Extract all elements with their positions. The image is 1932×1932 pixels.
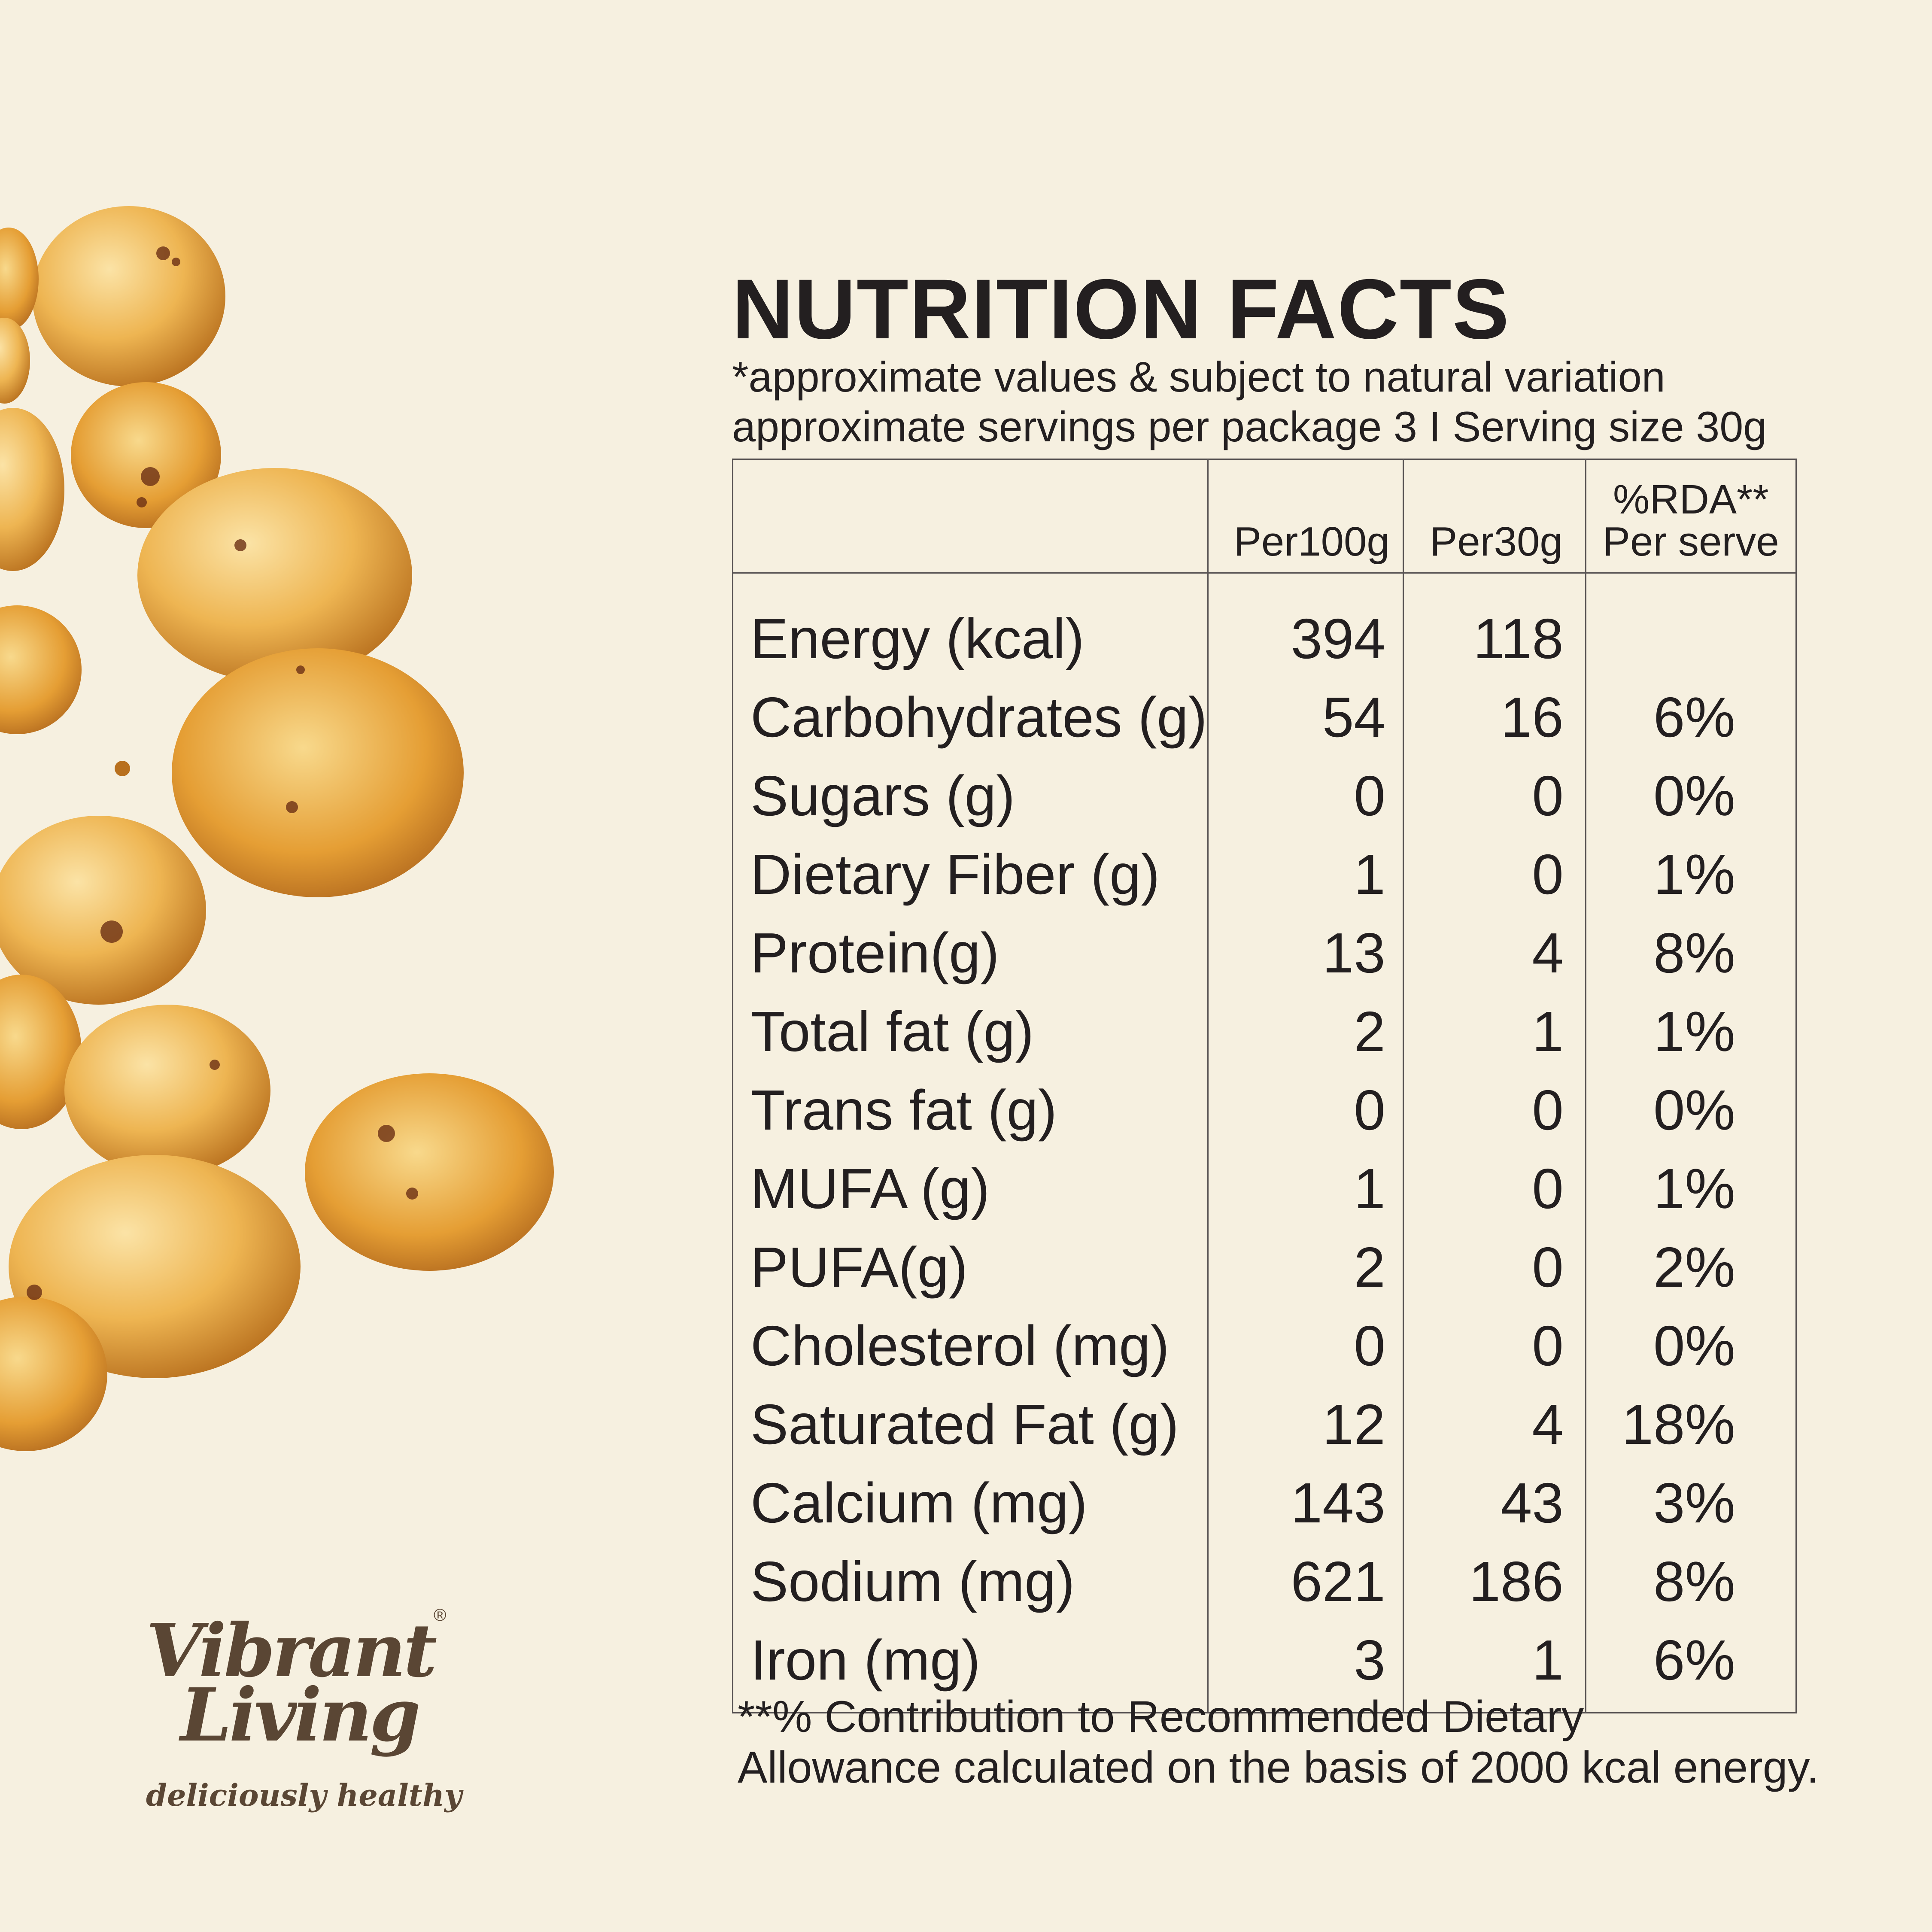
value-rda: 8% xyxy=(1585,1542,1797,1621)
nutrient-label: Cholesterol (mg) xyxy=(732,1306,1209,1385)
value-per100g: 13 xyxy=(1207,914,1404,992)
header-rda-line2: Per serve xyxy=(1602,519,1779,565)
nutrient-label: Saturated Fat (g) xyxy=(732,1385,1209,1464)
table-row: Trans fat (g) 0 0 0% xyxy=(732,1071,1797,1149)
value-rda: 0% xyxy=(1585,1071,1797,1149)
nutrient-label: MUFA (g) xyxy=(732,1149,1209,1228)
table-row: Calcium (mg) 143 43 3% xyxy=(732,1464,1797,1542)
value-per30g: 1 xyxy=(1402,992,1586,1071)
value-rda: 6% xyxy=(1585,1621,1797,1713)
table-row: PUFA(g) 2 0 2% xyxy=(732,1228,1797,1306)
value-per30g: 1 xyxy=(1402,1621,1586,1713)
table-row: Protein(g) 13 4 8% xyxy=(732,914,1797,992)
header-per100g: Per100g xyxy=(1207,459,1404,574)
value-per30g: 43 xyxy=(1402,1464,1586,1542)
nutrient-label: Energy (kcal) xyxy=(732,573,1209,678)
value-rda: 6% xyxy=(1585,678,1797,756)
table-row: Cholesterol (mg) 0 0 0% xyxy=(732,1306,1797,1385)
table-row: MUFA (g) 1 0 1% xyxy=(732,1149,1797,1228)
table-row: Energy (kcal) 394 118 xyxy=(732,573,1797,678)
footnote-line1: **% Contribution to Recommended Dietary xyxy=(738,1692,1584,1742)
value-rda: 1% xyxy=(1585,835,1797,914)
table-row: Iron (mg) 3 1 6% xyxy=(732,1621,1797,1713)
value-per100g: 394 xyxy=(1207,573,1404,678)
value-per30g: 0 xyxy=(1402,756,1586,835)
footnote-line2: Allowance calculated on the basis of 200… xyxy=(738,1743,1819,1792)
nutrient-label: Sodium (mg) xyxy=(732,1542,1209,1621)
header-nutrient xyxy=(732,459,1209,574)
registered-mark: ® xyxy=(434,1606,447,1625)
value-rda: 18% xyxy=(1585,1385,1797,1464)
rda-footnote: **% Contribution to Recommended Dietary … xyxy=(738,1692,1819,1793)
nutrient-label: Protein(g) xyxy=(732,914,1209,992)
table-header-row: Per100g Per30g %RDA** Per serve xyxy=(732,459,1797,574)
value-per30g: 186 xyxy=(1402,1542,1586,1621)
serving-info: approximate servings per package 3 I Ser… xyxy=(732,403,1767,450)
value-per100g: 0 xyxy=(1207,756,1404,835)
value-per30g: 4 xyxy=(1402,914,1586,992)
value-per30g: 16 xyxy=(1402,678,1586,756)
value-per100g: 621 xyxy=(1207,1542,1404,1621)
value-per100g: 143 xyxy=(1207,1464,1404,1542)
value-rda: 8% xyxy=(1585,914,1797,992)
value-per100g: 1 xyxy=(1207,835,1404,914)
approximate-note: *approximate values & subject to natural… xyxy=(732,353,1665,401)
table-row: Dietary Fiber (g) 1 0 1% xyxy=(732,835,1797,914)
header-rda: %RDA** Per serve xyxy=(1585,459,1797,574)
value-rda: 0% xyxy=(1585,1306,1797,1385)
brand-name-line2: Living xyxy=(180,1672,421,1758)
nutrient-label: PUFA(g) xyxy=(732,1228,1209,1306)
value-rda: 3% xyxy=(1585,1464,1797,1542)
value-per30g: 118 xyxy=(1402,573,1586,678)
brand-tagline: deliciously healthy xyxy=(146,1777,462,1813)
value-per30g: 0 xyxy=(1402,1149,1586,1228)
value-per100g: 1 xyxy=(1207,1149,1404,1228)
value-per100g: 0 xyxy=(1207,1306,1404,1385)
value-per100g: 3 xyxy=(1207,1621,1404,1713)
value-per100g: 12 xyxy=(1207,1385,1404,1464)
value-per100g: 0 xyxy=(1207,1071,1404,1149)
nutrition-rows: Energy (kcal) 394 118 Carbohydrates (g) 54 1… xyxy=(732,573,1797,1713)
value-per100g: 2 xyxy=(1207,1228,1404,1306)
roasted-makhana-icon xyxy=(0,206,554,1451)
table-row: Sodium (mg) 621 186 8% xyxy=(732,1542,1797,1621)
nutrient-label: Trans fat (g) xyxy=(732,1071,1209,1149)
nutrient-label: Calcium (mg) xyxy=(732,1464,1209,1542)
table-row: Sugars (g) 0 0 0% xyxy=(732,756,1797,835)
brand-logo: Vibrant ® Living deliciously healthy xyxy=(142,1597,468,1820)
value-per30g: 0 xyxy=(1402,1306,1586,1385)
value-per30g: 0 xyxy=(1402,1228,1586,1306)
value-per100g: 2 xyxy=(1207,992,1404,1071)
table-row: Saturated Fat (g) 12 4 18% xyxy=(732,1385,1797,1464)
value-per100g: 54 xyxy=(1207,678,1404,756)
nutrient-label: Total fat (g) xyxy=(732,992,1209,1071)
table-row: Carbohydrates (g) 54 16 6% xyxy=(732,678,1797,756)
brand-name-line1: Vibrant xyxy=(146,1608,437,1694)
makhana-pieces xyxy=(0,206,554,1451)
nutrition-table: Per100g Per30g %RDA** Per serve Energy (… xyxy=(732,459,1797,1713)
value-rda: 1% xyxy=(1585,1149,1797,1228)
value-rda: 0% xyxy=(1585,756,1797,835)
value-rda: 1% xyxy=(1585,992,1797,1071)
value-per30g: 0 xyxy=(1402,1071,1586,1149)
value-rda xyxy=(1585,573,1797,678)
header-rda-line1: %RDA** xyxy=(1613,477,1769,522)
nutrition-header: NUTRITION FACTS *approximate values & su… xyxy=(732,266,1805,452)
header-per30g: Per30g xyxy=(1402,459,1586,574)
value-rda: 2% xyxy=(1585,1228,1797,1306)
nutrient-label: Sugars (g) xyxy=(732,756,1209,835)
nutrient-label: Iron (mg) xyxy=(732,1621,1209,1713)
table-row: Total fat (g) 2 1 1% xyxy=(732,992,1797,1071)
value-per30g: 4 xyxy=(1402,1385,1586,1464)
nutrient-label: Dietary Fiber (g) xyxy=(732,835,1209,914)
nutrient-label: Carbohydrates (g) xyxy=(732,678,1209,756)
page-title: NUTRITION FACTS xyxy=(732,261,1510,356)
value-per30g: 0 xyxy=(1402,835,1586,914)
